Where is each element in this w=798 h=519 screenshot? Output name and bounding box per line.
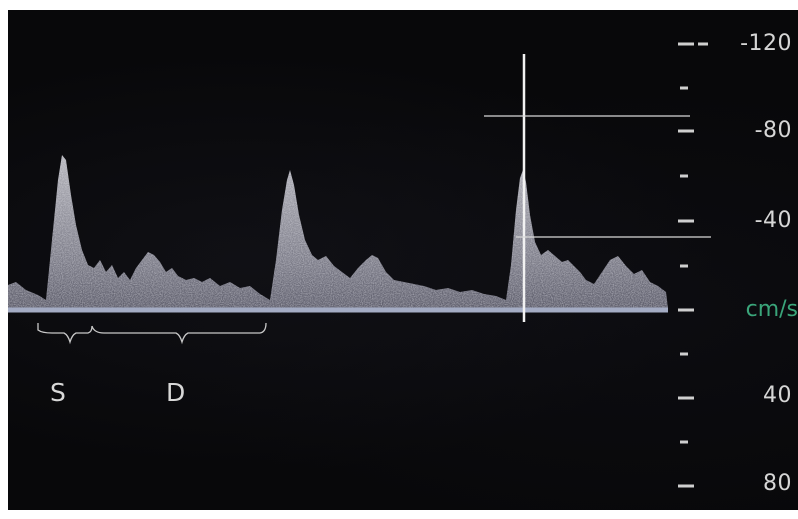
waveform-speckle (8, 155, 668, 308)
scale-label-pos40: 40 (763, 383, 792, 408)
doppler-screen: -120 -80 -40 cm/s 40 80 S D (8, 10, 798, 510)
phase-brackets (37, 322, 267, 345)
spectral-doppler-display (8, 42, 711, 488)
diastole-label: D (166, 378, 186, 407)
scale-label-neg40: -40 (754, 208, 792, 233)
systole-label: S (50, 378, 66, 407)
screen-background (8, 10, 798, 510)
velocity-unit-label: cm/s (745, 297, 798, 322)
diastole-bracket (91, 322, 267, 345)
systole-bracket (37, 323, 93, 345)
scale-label-neg80: -80 (754, 118, 792, 143)
velocity-scale-ticks (678, 42, 708, 488)
doppler-waveform (8, 155, 668, 308)
scale-label-neg120: -120 (740, 31, 792, 56)
scale-label-pos80: 80 (763, 471, 792, 496)
